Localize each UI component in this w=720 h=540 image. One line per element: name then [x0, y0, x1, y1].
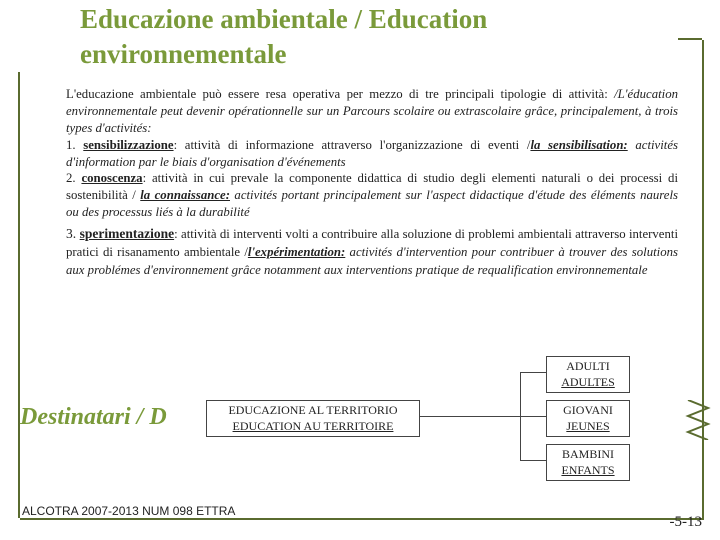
item2-fr-keyword: la connaissance: — [140, 188, 230, 202]
adults-box: ADULTI ADULTES — [546, 356, 630, 393]
connector-main — [420, 416, 520, 417]
youth-italian: GIOVANI — [553, 403, 623, 419]
intro-paragraph: L'educazione ambientale può essere resa … — [66, 86, 678, 137]
item3-keyword: sperimentazione — [80, 226, 174, 241]
item2-number: 2. — [66, 171, 81, 185]
adults-french: ADULTES — [553, 375, 623, 391]
item3-number: 3. — [66, 226, 80, 241]
frame-zigzag-decoration — [684, 400, 714, 440]
item1-fr-keyword: la sensibilisation: — [530, 138, 627, 152]
connector-to-kids — [520, 460, 546, 461]
footer-right: -5-13 — [670, 514, 703, 531]
item-1: 1. sensibilizzazione: attività di inform… — [66, 137, 678, 171]
item-2: 2. conoscenza: attività in cui prevale l… — [66, 170, 678, 221]
item1-italian: : attività di informazione attraverso l'… — [174, 138, 531, 152]
item3-fr-keyword: l'expérimentation: — [248, 245, 345, 259]
footer-left: ALCOTRA 2007-2013 NUM 098 ETTRA — [22, 504, 235, 518]
youth-french: JEUNES — [553, 419, 623, 435]
destinatari-heading: Destinatari / D — [20, 404, 167, 431]
item2-keyword: conoscenza — [81, 171, 142, 185]
connector-to-youth — [520, 416, 546, 417]
youth-box: GIOVANI JEUNES — [546, 400, 630, 437]
center-box: EDUCAZIONE AL TERRITORIO EDUCATION AU TE… — [206, 400, 420, 437]
item1-keyword: sensibilizzazione — [83, 138, 173, 152]
item1-number: 1. — [66, 138, 83, 152]
kids-italian: BAMBINI — [553, 447, 623, 463]
center-box-french: EDUCATION AU TERRITOIRE — [213, 419, 413, 435]
item-3: 3. sperimentazione: attività di interven… — [66, 225, 678, 279]
slide-title: Educazione ambientale / Education enviro… — [18, 0, 678, 72]
kids-box: BAMBINI ENFANTS — [546, 444, 630, 481]
adults-italian: ADULTI — [553, 359, 623, 375]
connector-to-adults — [520, 372, 546, 373]
body-text: L'educazione ambientale può essere resa … — [66, 86, 678, 279]
intro-italian: L'educazione ambientale può essere resa … — [66, 87, 614, 101]
center-box-italian: EDUCAZIONE AL TERRITORIO — [213, 403, 413, 419]
kids-french: ENFANTS — [553, 463, 623, 479]
